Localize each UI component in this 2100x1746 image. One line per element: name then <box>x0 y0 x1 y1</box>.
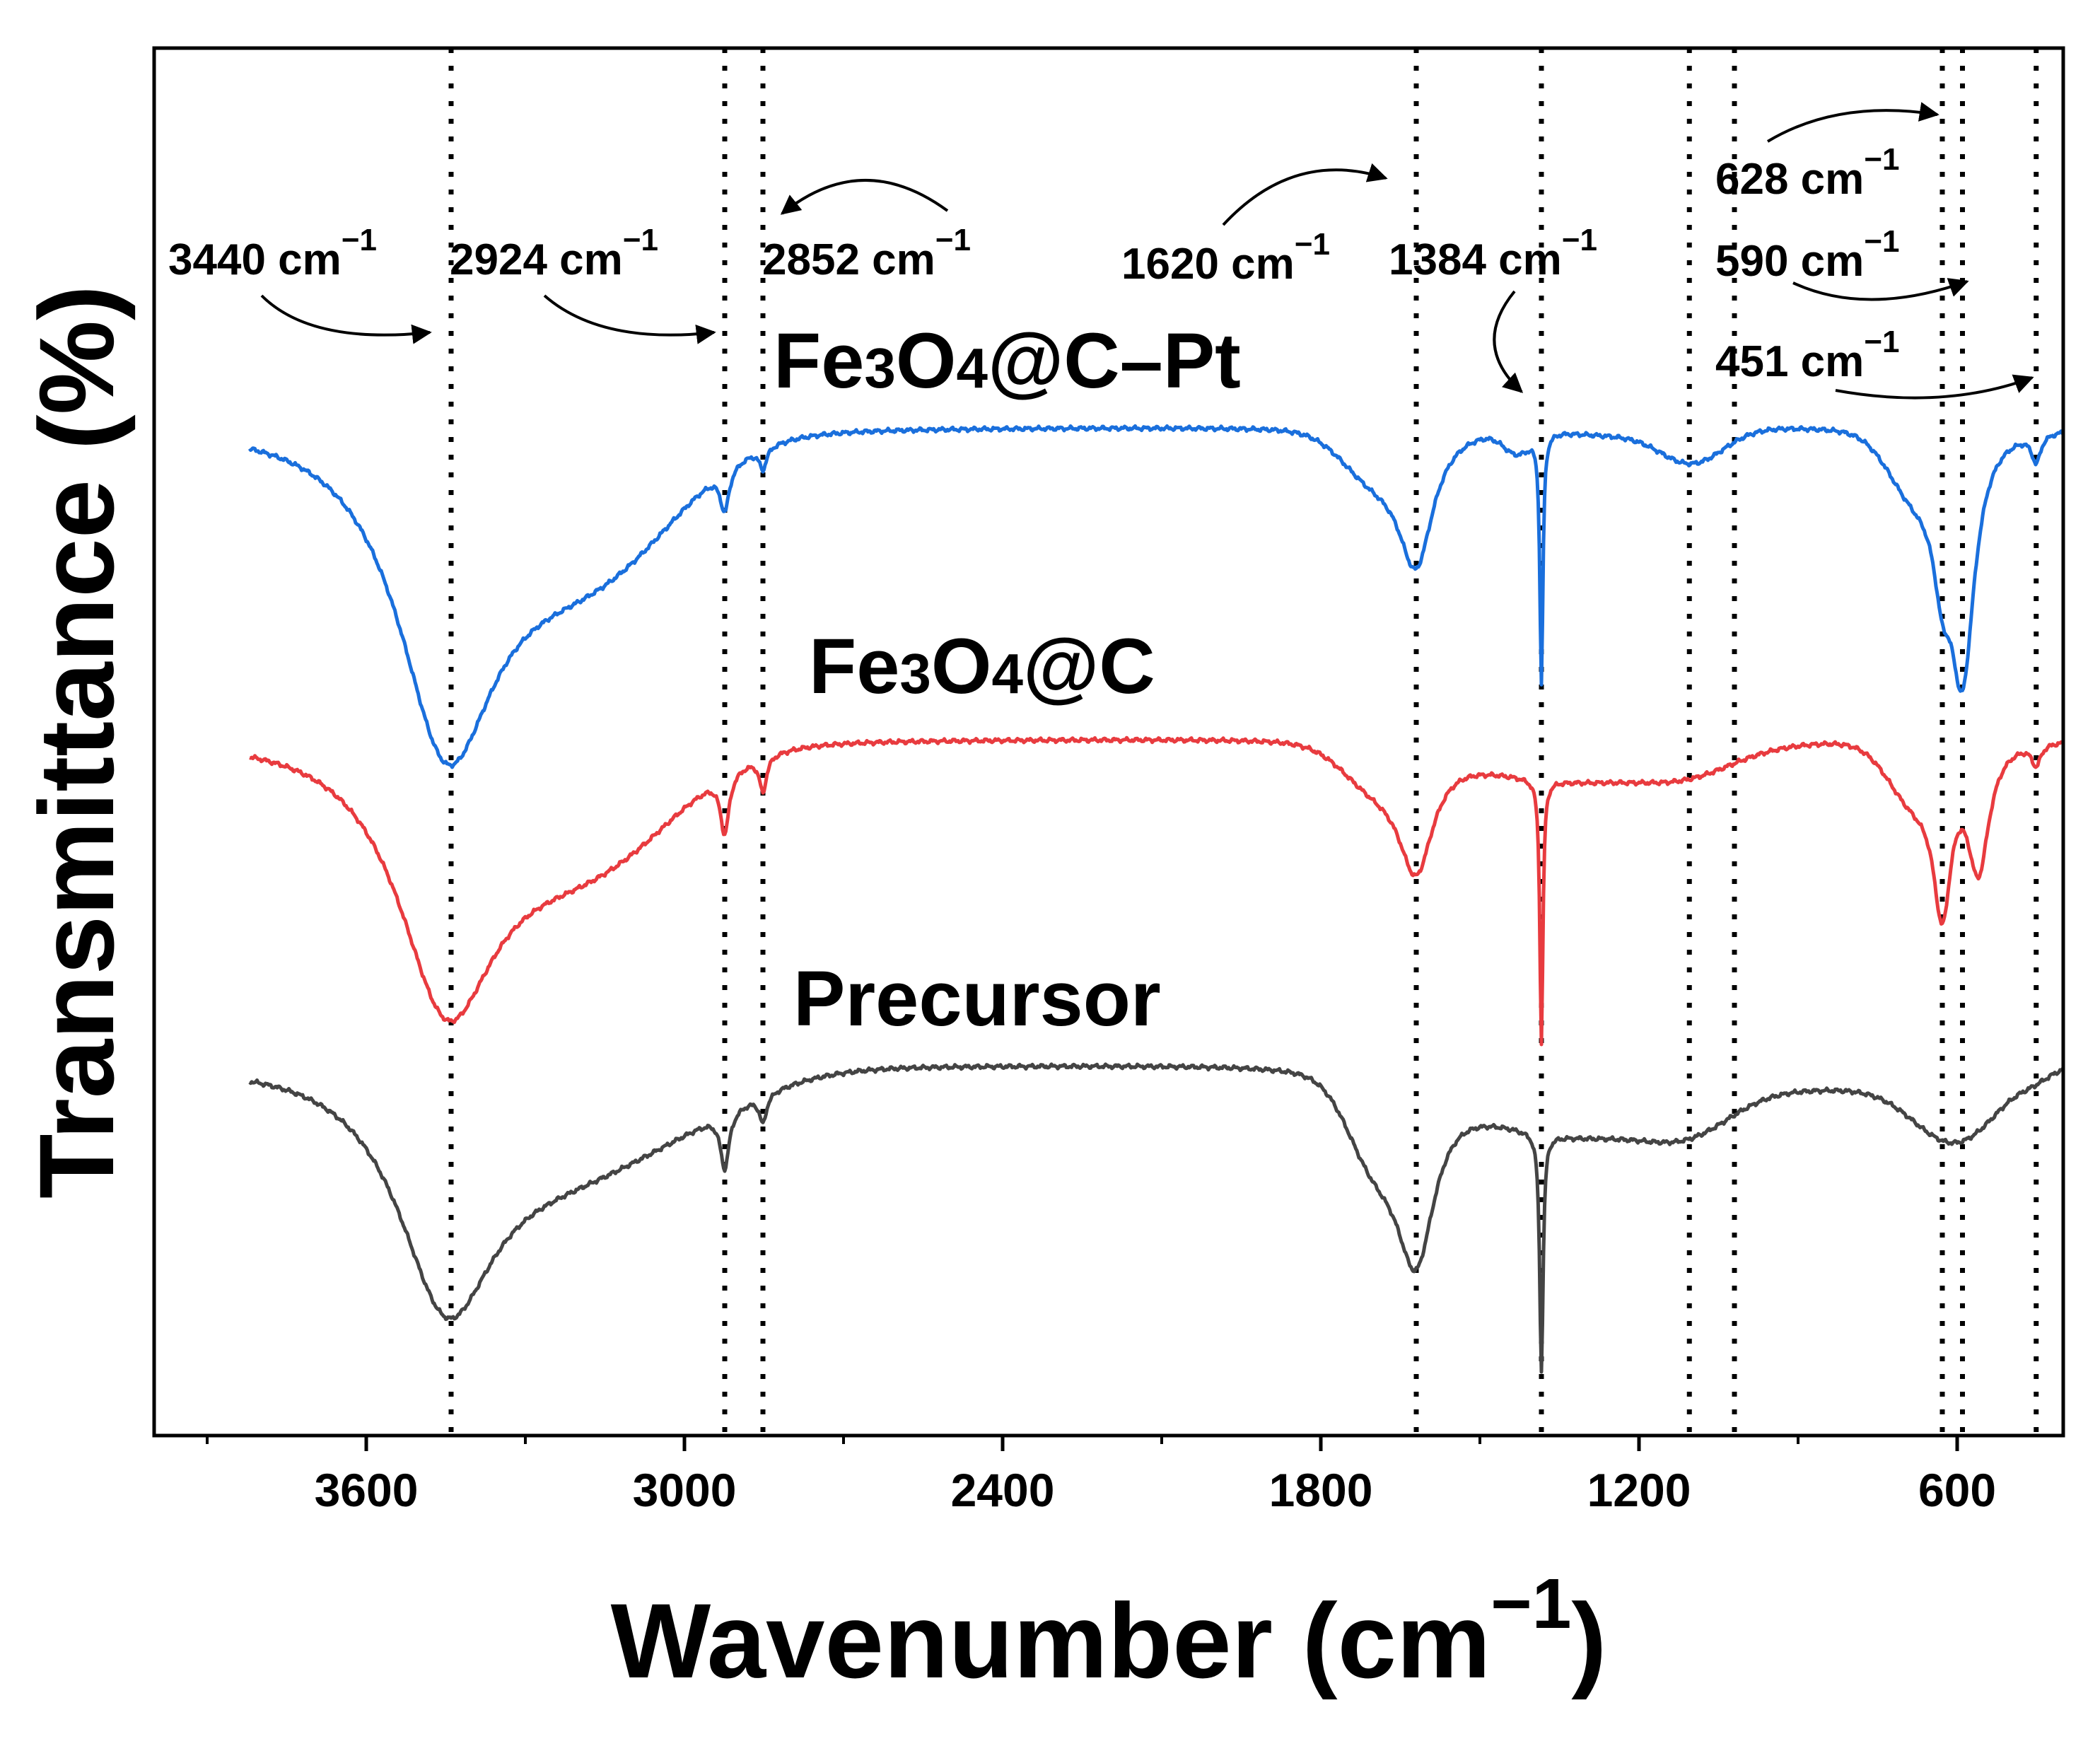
series-label-precursor: Precursor <box>793 955 1161 1042</box>
arrow-3440 <box>260 294 432 344</box>
series-line-1 <box>249 735 2065 1047</box>
x-axis-title-sup: −1 <box>1491 1564 1571 1643</box>
series-label-fe3o4-c: Fe3O4@C <box>809 623 1155 710</box>
peak-label-2924: 2924 cm−1 <box>450 223 658 284</box>
arrow-590 <box>1792 278 1969 301</box>
series-label-fe3o4-c-pt: Fe3O4@C–Pt <box>774 318 1241 405</box>
arrow-1384 <box>1493 290 1524 393</box>
peak-label-2852: 2852 cm−1 <box>762 223 971 284</box>
plot-frame <box>152 46 2065 1438</box>
peak-label-451: 451 cm−1 <box>1715 325 1899 386</box>
x-axis-title-text: Wavenumber (cm <box>611 1581 1491 1700</box>
series-line-2 <box>248 1062 2065 1374</box>
x-tick-label-1800: 1800 <box>1269 1464 1373 1516</box>
x-axis-title: Wavenumber (cm−1) <box>611 1564 1607 1700</box>
peak-label-3440: 3440 cm−1 <box>168 223 377 284</box>
x-tick-label-600: 600 <box>1918 1464 1996 1516</box>
peak-label-1384: 1384 cm−1 <box>1389 223 1597 284</box>
series-line-0 <box>247 424 2065 769</box>
arrow-2852 <box>780 179 949 215</box>
x-tick-label-1200: 1200 <box>1587 1464 1691 1516</box>
arrow-451 <box>1835 374 2034 400</box>
x-axis-ticks: 3600 3000 2400 1800 1200 600 <box>206 1436 1996 1516</box>
arrow-628 <box>1766 102 1939 143</box>
y-axis-title: Transmittance (%) <box>17 285 136 1199</box>
peak-label-590: 590 cm−1 <box>1715 224 1899 286</box>
spectra-series <box>247 424 2065 1374</box>
annotation-arrows <box>260 102 2034 400</box>
arrow-1620 <box>1222 163 1388 226</box>
x-axis-title-close: ) <box>1571 1581 1606 1700</box>
x-tick-label-2400: 2400 <box>951 1464 1055 1516</box>
arrow-2924 <box>543 294 716 344</box>
x-tick-label-3000: 3000 <box>633 1464 737 1516</box>
x-tick-label-3600: 3600 <box>315 1464 419 1516</box>
peak-label-1620: 1620 cm−1 <box>1121 227 1330 289</box>
peak-label-628: 628 cm−1 <box>1715 142 1899 204</box>
